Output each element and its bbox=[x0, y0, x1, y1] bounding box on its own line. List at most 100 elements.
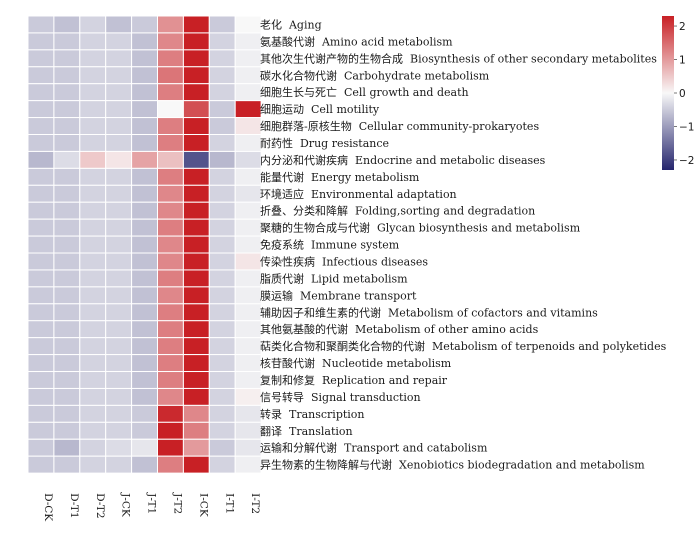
colorbar-tick-label: 1 bbox=[679, 55, 686, 67]
heatmap-cell bbox=[131, 201, 159, 220]
heatmap-cell bbox=[27, 371, 55, 389]
heatmap-cell bbox=[182, 269, 210, 288]
heatmap-cell bbox=[105, 286, 133, 305]
heatmap-cell bbox=[131, 455, 159, 474]
heatmap-cell bbox=[131, 83, 159, 102]
heatmap-cell bbox=[79, 354, 107, 373]
heatmap-cell bbox=[27, 455, 55, 474]
heatmap-cell bbox=[131, 15, 159, 34]
heatmap-cell bbox=[53, 218, 81, 237]
heatmap-cell bbox=[234, 354, 262, 373]
heatmap-cell bbox=[53, 421, 81, 440]
row-label: 碳水化合物代谢 Carbohydrate metabolism bbox=[260, 68, 490, 82]
heatmap-cell bbox=[105, 337, 133, 356]
heatmap-cell bbox=[27, 303, 55, 322]
heatmap-cell bbox=[53, 15, 81, 34]
heatmap-cell bbox=[105, 66, 133, 85]
heatmap-cell bbox=[131, 32, 159, 51]
heatmap-cell bbox=[157, 337, 184, 356]
row-label: 异生物素的生物降解与代谢 Xenobiotics biodegradation … bbox=[260, 458, 645, 472]
heatmap-cell bbox=[27, 269, 55, 288]
heatmap-cell bbox=[234, 455, 262, 474]
heatmap-cell bbox=[53, 320, 81, 339]
heatmap-cell bbox=[79, 201, 107, 220]
heatmap-cell bbox=[131, 252, 159, 271]
row-label: 折叠、分类和降解 Folding,sorting and degradation bbox=[260, 204, 535, 218]
heatmap-cell bbox=[157, 438, 184, 457]
column-label: I-CK bbox=[197, 493, 209, 517]
colorbar-tick-label: −1 bbox=[679, 121, 694, 133]
heatmap-cell bbox=[79, 455, 107, 474]
heatmap-cell bbox=[131, 117, 159, 136]
row-label: 信号转导 Signal transduction bbox=[260, 390, 421, 404]
heatmap-cell bbox=[131, 150, 159, 169]
heatmap-cell bbox=[234, 337, 262, 356]
heatmap-cell bbox=[53, 235, 81, 254]
row-label: 细胞运动 Cell motility bbox=[260, 103, 380, 116]
heatmap-cell bbox=[234, 167, 262, 186]
heatmap-cell bbox=[27, 150, 55, 169]
row-label: 转录 Transcription bbox=[260, 407, 365, 421]
heatmap-cell bbox=[157, 354, 184, 373]
heatmap-cell bbox=[208, 15, 236, 34]
heatmap-cell bbox=[131, 337, 159, 356]
heatmap-cell bbox=[234, 32, 262, 51]
heatmap-cell bbox=[53, 404, 81, 423]
heatmap-cell bbox=[27, 49, 55, 68]
heatmap-cell bbox=[105, 303, 133, 322]
heatmap-cell bbox=[182, 337, 210, 356]
heatmap-cell bbox=[27, 66, 55, 85]
heatmap-cell bbox=[208, 117, 236, 136]
heatmap-cell bbox=[131, 269, 159, 288]
heatmap-cell bbox=[53, 371, 81, 389]
heatmap-cell bbox=[53, 83, 81, 102]
heatmap-cell bbox=[234, 421, 262, 440]
row-label: 复制和修复 Replication and repair bbox=[260, 373, 448, 387]
heatmap-cell bbox=[105, 83, 133, 102]
heatmap-cell bbox=[234, 100, 262, 119]
heatmap-cell bbox=[208, 218, 236, 237]
heatmap-cell bbox=[79, 252, 107, 271]
heatmap-cell bbox=[27, 286, 55, 305]
heatmap-cell bbox=[208, 404, 236, 423]
heatmap-cell bbox=[53, 269, 81, 288]
heatmap-cell bbox=[208, 354, 236, 373]
heatmap-cell bbox=[79, 167, 107, 186]
colorbar-tick-label: 0 bbox=[679, 88, 686, 100]
heatmap-cell bbox=[234, 320, 262, 339]
heatmap-cell bbox=[157, 371, 184, 389]
heatmap-cell bbox=[234, 404, 262, 423]
heatmap-cell bbox=[182, 235, 210, 254]
heatmap-cell bbox=[182, 320, 210, 339]
heatmap-cell bbox=[53, 455, 81, 474]
heatmap-cell bbox=[79, 66, 107, 85]
heatmap-cell bbox=[79, 387, 107, 406]
heatmap-cell bbox=[105, 32, 133, 51]
heatmap-cell bbox=[27, 100, 55, 119]
heatmap-cell bbox=[105, 252, 133, 271]
heatmap-cell bbox=[157, 303, 184, 322]
row-label: 辅助因子和维生素的代谢 Metabolism of cofactors and … bbox=[260, 305, 598, 319]
heatmap-cell bbox=[157, 184, 184, 203]
heatmap-cell bbox=[182, 32, 210, 51]
row-label: 翻译 Translation bbox=[260, 424, 353, 438]
heatmap-cell bbox=[157, 49, 184, 68]
heatmap-cell bbox=[182, 252, 210, 271]
heatmap-cell bbox=[182, 167, 210, 186]
heatmap-cell bbox=[182, 184, 210, 203]
heatmap-cell bbox=[79, 100, 107, 119]
heatmap-cell bbox=[131, 421, 159, 440]
heatmap-cell bbox=[79, 235, 107, 254]
row-label: 老化 Aging bbox=[260, 17, 322, 31]
heatmap-cell bbox=[27, 184, 55, 203]
heatmap-cell bbox=[53, 66, 81, 85]
heatmap-cell bbox=[208, 184, 236, 203]
heatmap-cell bbox=[182, 66, 210, 85]
heatmap-cell bbox=[53, 117, 81, 136]
heatmap-cell bbox=[79, 371, 107, 389]
column-label: D-T2 bbox=[94, 493, 106, 518]
heatmap-cell bbox=[105, 167, 133, 186]
heatmap-cell bbox=[208, 455, 236, 474]
heatmap-cell bbox=[182, 83, 210, 102]
